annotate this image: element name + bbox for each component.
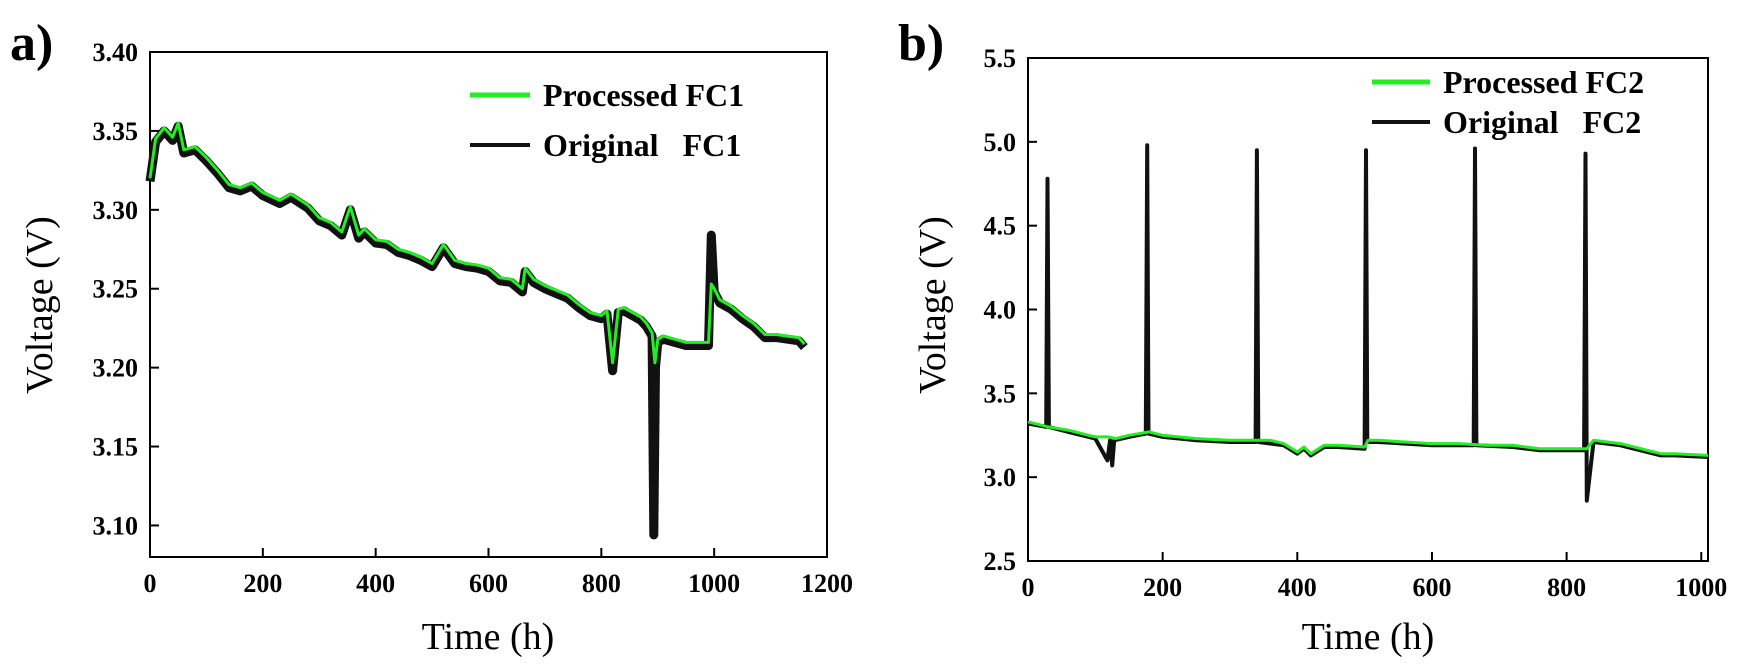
panel-b-xtick-label: 800 — [1547, 573, 1586, 602]
panel-b-ytick-label: 4.5 — [984, 212, 1017, 241]
panel-b-series — [1027, 143, 1709, 503]
panel-b-xtick-label: 200 — [1143, 573, 1182, 602]
panel-a-xtick-label: 600 — [469, 569, 508, 598]
panel-a-original-line — [145, 121, 808, 540]
panel-a-ytick-label: 3.20 — [93, 354, 139, 383]
panel-b-xtick-label: 1000 — [1675, 573, 1727, 602]
panel-a-ytick-label: 3.35 — [93, 117, 139, 146]
panel-b-ylabel: Voltage (V) — [912, 216, 954, 394]
panel-a-xtick-label: 400 — [356, 569, 395, 598]
panel-b-ytick-label: 3.5 — [984, 379, 1017, 408]
panel-b-ytick-label: 5.5 — [984, 44, 1017, 73]
panel-b-xtick-label: 400 — [1278, 573, 1317, 602]
panel-a-label: a) — [10, 15, 53, 72]
panel-a-ytick-label: 3.15 — [93, 433, 139, 462]
panel-a-xtick-label: 1200 — [801, 569, 853, 598]
panel-b-legend-original-label: Original FC2 — [1443, 104, 1641, 140]
panel-b: b) 0 200 400 600 800 1000 2.5 3.0 3.5 4.0 4.5 5.0 5.… — [898, 15, 1727, 658]
panel-a-ytick-label: 3.30 — [93, 196, 139, 225]
panel-b-ytick-label: 3.0 — [984, 463, 1017, 492]
panel-a-ytick-label: 3.10 — [93, 511, 139, 540]
panel-a: a) 0 200 400 600 800 1000 1200 3.10 3.15 3.20 3.25… — [10, 15, 853, 658]
panel-b-ytick-label: 2.5 — [984, 547, 1017, 576]
panel-a-xlabel: Time (h) — [422, 616, 555, 658]
panel-a-ylabel: Voltage (V) — [19, 216, 61, 394]
panel-b-original-line — [1027, 143, 1709, 503]
panel-b-xlabel: Time (h) — [1302, 616, 1435, 658]
panel-a-xtick-label: 800 — [582, 569, 621, 598]
panel-b-legend: Processed FC2 Original FC2 — [1372, 64, 1644, 140]
panel-a-legend-processed-label: Processed FC1 — [543, 77, 744, 113]
panel-a-legend-original-label: Original FC1 — [543, 127, 741, 163]
panel-a-legend: Processed FC1 Original FC1 — [470, 77, 744, 163]
panel-a-ytick-label: 3.25 — [93, 275, 139, 304]
panel-b-processed-line — [1027, 420, 1709, 457]
panel-b-label: b) — [898, 15, 944, 72]
panel-a-series — [145, 121, 808, 540]
panel-a-xtick-label: 1000 — [688, 569, 740, 598]
panel-b-xtick-label: 600 — [1412, 573, 1451, 602]
panel-a-ticks: 0 200 400 600 800 1000 1200 3.10 3.15 3.20 3.25 3.3… — [93, 38, 854, 598]
panel-b-ytick-label: 5.0 — [984, 128, 1017, 157]
panel-a-ytick-label: 3.40 — [93, 38, 139, 67]
panel-a-xtick-label: 0 — [144, 569, 157, 598]
panel-b-ytick-label: 4.0 — [984, 296, 1017, 325]
panel-a-processed-line — [148, 121, 806, 365]
panel-a-xtick-label: 200 — [243, 569, 282, 598]
panel-b-ticks: 0 200 400 600 800 1000 2.5 3.0 3.5 4.0 4.5 5.0 5.5 — [984, 44, 1728, 602]
panel-b-xtick-label: 0 — [1022, 573, 1035, 602]
panel-b-legend-processed-label: Processed FC2 — [1443, 64, 1644, 100]
